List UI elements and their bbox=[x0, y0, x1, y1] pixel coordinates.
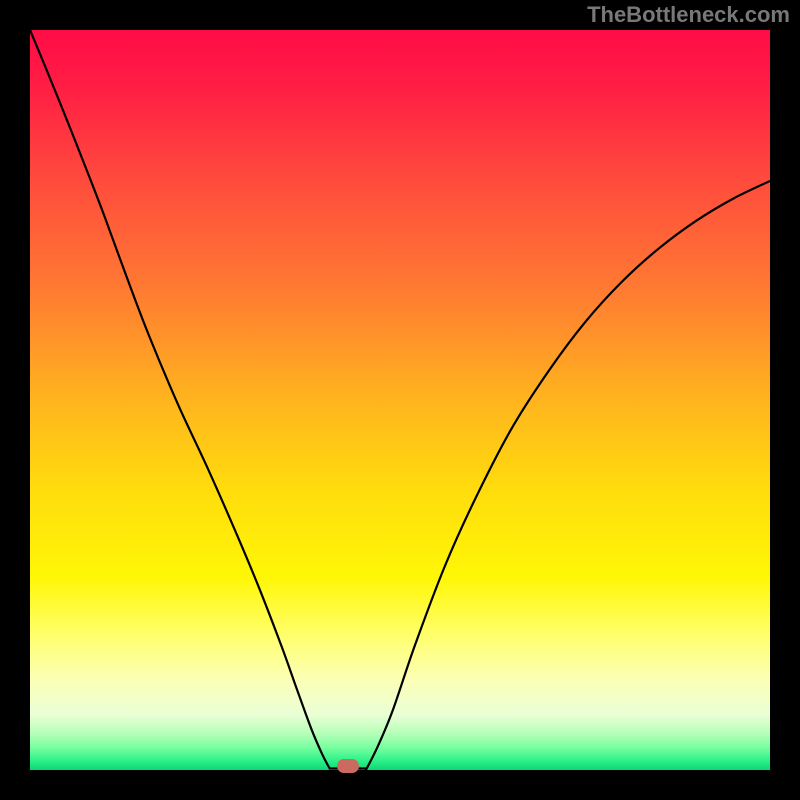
plot-area bbox=[30, 30, 770, 770]
bottleneck-curve bbox=[30, 30, 770, 770]
chart-frame: TheBottleneck.com bbox=[0, 0, 800, 800]
curve-path bbox=[30, 30, 770, 770]
watermark-text: TheBottleneck.com bbox=[587, 2, 790, 28]
optimum-marker bbox=[337, 759, 359, 773]
